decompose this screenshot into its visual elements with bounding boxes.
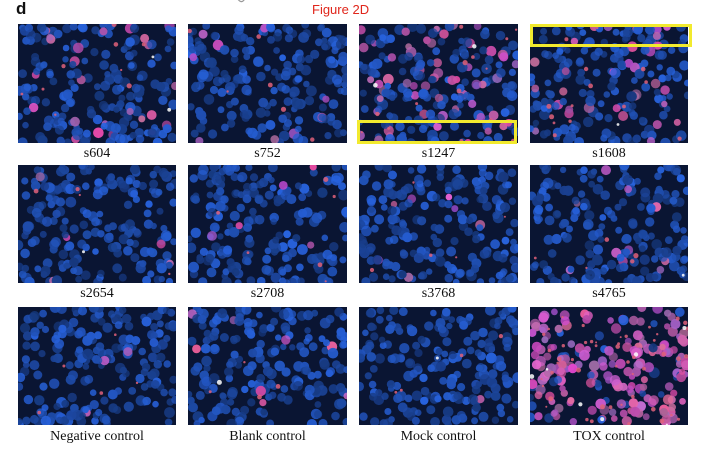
panel-s752: s752 (188, 24, 347, 166)
panel-s2654: s2654 (18, 165, 176, 305)
panel-s3768: s3768 (359, 165, 518, 305)
panel-label: s3768 (421, 286, 456, 301)
micrograph-tox-control (530, 307, 688, 425)
micrograph-mock-control (359, 307, 518, 425)
micrograph-s1247 (359, 24, 518, 143)
panel-s1608: s1608 (530, 24, 692, 166)
panel-label: s4765 (592, 286, 626, 301)
fluorescence-micrograph-icon (359, 24, 518, 143)
micrograph-s752 (188, 24, 347, 143)
panel-letter: d (16, 0, 27, 18)
panel-s1247: s1247 (357, 24, 518, 166)
panel-label: s604 (83, 146, 111, 161)
figure-title: Figure 2D (312, 2, 370, 17)
micrograph-s604 (18, 24, 176, 143)
panel-label: s1608 (592, 146, 626, 161)
panel-tox-control: TOX control (530, 307, 688, 449)
panel-negative-control: Negative control (18, 307, 176, 449)
fluorescence-micrograph-icon (359, 165, 518, 283)
fluorescence-micrograph-icon (18, 307, 176, 425)
fluorescence-micrograph-icon (188, 165, 347, 283)
micrograph-s2654 (18, 165, 176, 283)
panel-s604: s604 (18, 24, 176, 166)
micrograph-s2708 (188, 165, 347, 283)
fluorescence-micrograph-icon (188, 24, 347, 143)
micrograph-s1608 (530, 24, 688, 143)
panel-label: Blank control (229, 429, 306, 444)
fluorescence-micrograph-icon (18, 165, 176, 283)
panel-s4765: s4765 (530, 165, 688, 305)
fluorescence-micrograph-icon (530, 165, 688, 283)
panel-label: Mock control (400, 429, 477, 444)
panel-mock-control: Mock control (359, 307, 518, 449)
micrograph-blank-control (188, 307, 347, 425)
fluorescence-micrograph-icon (188, 307, 347, 425)
micrograph-negative-control (18, 307, 176, 425)
panel-label: s752 (254, 146, 281, 161)
scribble-mark-icon (237, 0, 245, 3)
panel-label: s2708 (250, 286, 285, 301)
panel-label: Negative control (50, 429, 144, 444)
micrograph-s4765 (530, 165, 688, 283)
panel-label: s2654 (80, 286, 114, 301)
fluorescence-micrograph-icon (18, 24, 176, 143)
panel-blank-control: Blank control (188, 307, 347, 449)
fluorescence-micrograph-icon (530, 24, 688, 143)
micrograph-s3768 (359, 165, 518, 283)
panel-label: TOX control (573, 429, 645, 444)
fluorescence-micrograph-icon (530, 307, 688, 425)
panel-label: s1247 (421, 146, 456, 161)
panel-s2708: s2708 (188, 165, 347, 305)
fluorescence-micrograph-icon (359, 307, 518, 425)
